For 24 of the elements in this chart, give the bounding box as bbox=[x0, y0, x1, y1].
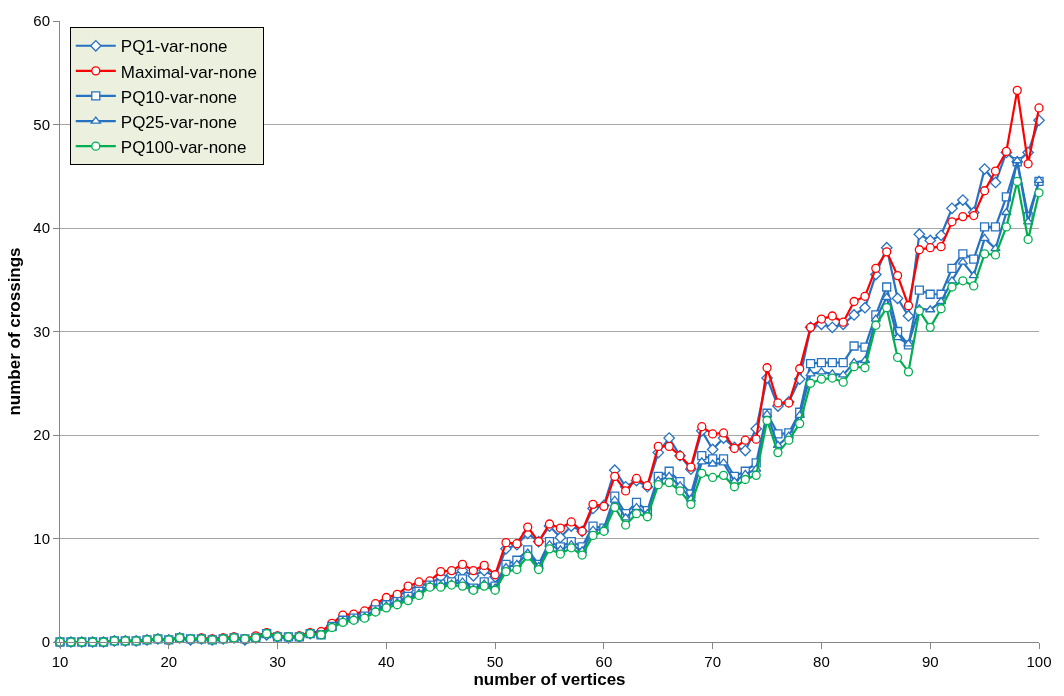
y-tick-label: 30 bbox=[33, 322, 50, 340]
x-tick-label: 30 bbox=[269, 653, 286, 670]
y-tick-label: 40 bbox=[33, 219, 50, 237]
x-axis-title: number of vertices bbox=[473, 670, 626, 689]
y-axis-title: number of crossings bbox=[4, 247, 24, 416]
y-tick-label: 20 bbox=[33, 426, 50, 444]
y-tick-label: 60 bbox=[33, 12, 50, 30]
legend-label: PQ10-var-none bbox=[120, 87, 238, 107]
x-tick-label: 20 bbox=[160, 653, 178, 670]
legend-label: PQ1-var-none bbox=[120, 37, 228, 57]
x-tick-label: 60 bbox=[595, 653, 613, 670]
legend-label: Maximal-var-none bbox=[120, 62, 257, 82]
x-tick-label: 100 bbox=[1026, 653, 1052, 670]
x-tick-label: 90 bbox=[921, 653, 939, 670]
x-tick-label: 80 bbox=[813, 653, 830, 670]
y-tick-label: 10 bbox=[33, 529, 50, 547]
y-tick-label: 50 bbox=[33, 115, 50, 133]
x-tick-label: 70 bbox=[704, 653, 722, 670]
legend-label: PQ100-var-none bbox=[120, 137, 247, 157]
x-tick-label: 10 bbox=[51, 653, 69, 670]
y-tick-label: 0 bbox=[41, 633, 50, 651]
x-tick-label: 50 bbox=[486, 653, 504, 670]
legend-label: PQ25-var-none bbox=[120, 112, 238, 132]
x-tick-label: 40 bbox=[377, 653, 395, 670]
